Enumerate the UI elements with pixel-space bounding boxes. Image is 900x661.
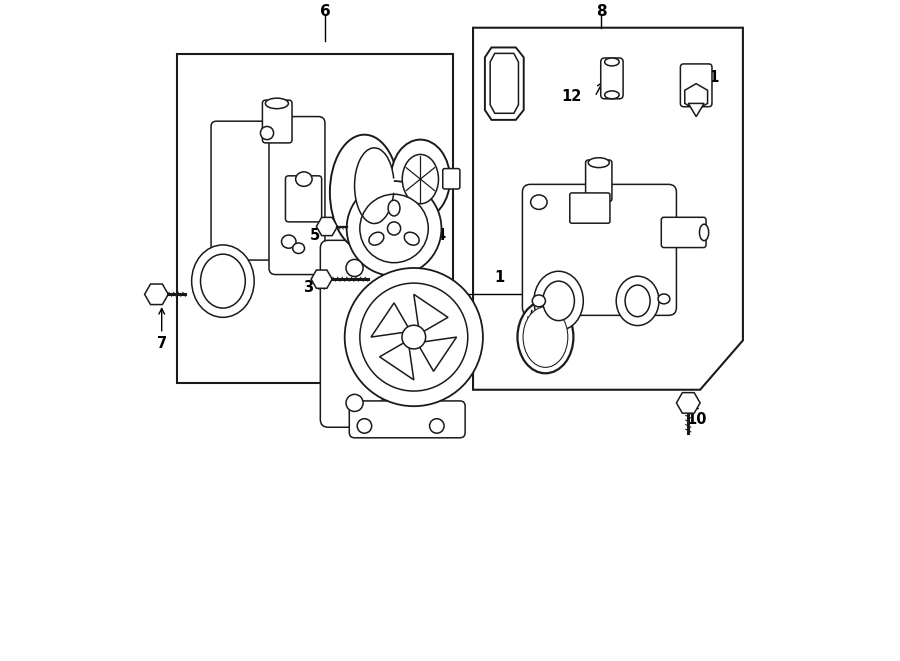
Circle shape xyxy=(360,283,468,391)
Polygon shape xyxy=(317,217,338,235)
FancyBboxPatch shape xyxy=(600,58,623,98)
Ellipse shape xyxy=(626,285,650,317)
Ellipse shape xyxy=(282,235,296,249)
Text: 12: 12 xyxy=(562,89,582,104)
Ellipse shape xyxy=(295,172,312,186)
Ellipse shape xyxy=(605,91,619,98)
Ellipse shape xyxy=(391,139,450,219)
FancyBboxPatch shape xyxy=(269,116,325,274)
FancyBboxPatch shape xyxy=(263,100,292,143)
Polygon shape xyxy=(688,103,704,116)
Ellipse shape xyxy=(543,281,574,321)
Bar xyxy=(176,54,454,383)
Ellipse shape xyxy=(369,232,383,245)
Circle shape xyxy=(346,181,441,276)
Circle shape xyxy=(346,395,363,411)
Circle shape xyxy=(357,418,372,433)
Ellipse shape xyxy=(605,58,619,66)
Text: 10: 10 xyxy=(687,412,707,427)
Text: 3: 3 xyxy=(303,280,313,295)
Ellipse shape xyxy=(292,243,304,253)
Ellipse shape xyxy=(330,135,399,250)
Circle shape xyxy=(429,418,444,433)
FancyBboxPatch shape xyxy=(680,64,712,106)
FancyBboxPatch shape xyxy=(443,169,460,189)
Text: 9: 9 xyxy=(483,59,493,75)
FancyBboxPatch shape xyxy=(662,217,706,248)
Text: 6: 6 xyxy=(320,4,330,19)
Ellipse shape xyxy=(523,307,568,368)
Circle shape xyxy=(346,259,363,276)
Polygon shape xyxy=(417,337,456,371)
FancyBboxPatch shape xyxy=(320,241,382,427)
Circle shape xyxy=(402,325,426,349)
FancyBboxPatch shape xyxy=(349,401,465,438)
Polygon shape xyxy=(685,84,707,110)
Ellipse shape xyxy=(534,271,583,330)
Ellipse shape xyxy=(201,254,246,308)
Polygon shape xyxy=(491,54,518,113)
Polygon shape xyxy=(145,284,168,305)
Ellipse shape xyxy=(589,158,609,168)
Circle shape xyxy=(388,222,400,235)
Ellipse shape xyxy=(616,276,659,326)
Circle shape xyxy=(345,268,483,407)
Ellipse shape xyxy=(532,295,545,307)
Ellipse shape xyxy=(404,232,419,245)
Ellipse shape xyxy=(402,155,438,204)
Text: 4: 4 xyxy=(435,227,446,243)
Ellipse shape xyxy=(192,245,254,317)
Circle shape xyxy=(260,126,274,139)
FancyBboxPatch shape xyxy=(212,121,307,260)
Polygon shape xyxy=(371,303,410,337)
FancyBboxPatch shape xyxy=(522,184,677,315)
Polygon shape xyxy=(677,393,700,413)
FancyBboxPatch shape xyxy=(570,193,610,223)
FancyBboxPatch shape xyxy=(586,160,612,202)
Polygon shape xyxy=(380,340,414,380)
Ellipse shape xyxy=(388,200,400,216)
Ellipse shape xyxy=(355,148,394,223)
Text: 7: 7 xyxy=(157,336,166,351)
Text: 11: 11 xyxy=(699,69,720,85)
FancyBboxPatch shape xyxy=(285,176,321,222)
Polygon shape xyxy=(473,28,742,390)
Polygon shape xyxy=(311,270,332,288)
Text: 8: 8 xyxy=(596,4,607,19)
Text: 1: 1 xyxy=(494,270,505,286)
Circle shape xyxy=(360,194,428,262)
Ellipse shape xyxy=(531,195,547,210)
Text: 2: 2 xyxy=(550,346,561,361)
Polygon shape xyxy=(485,48,524,120)
Text: 5: 5 xyxy=(310,227,320,243)
Ellipse shape xyxy=(699,224,708,241)
Polygon shape xyxy=(414,294,448,334)
Ellipse shape xyxy=(266,98,288,108)
Ellipse shape xyxy=(518,301,573,373)
Ellipse shape xyxy=(658,294,670,304)
